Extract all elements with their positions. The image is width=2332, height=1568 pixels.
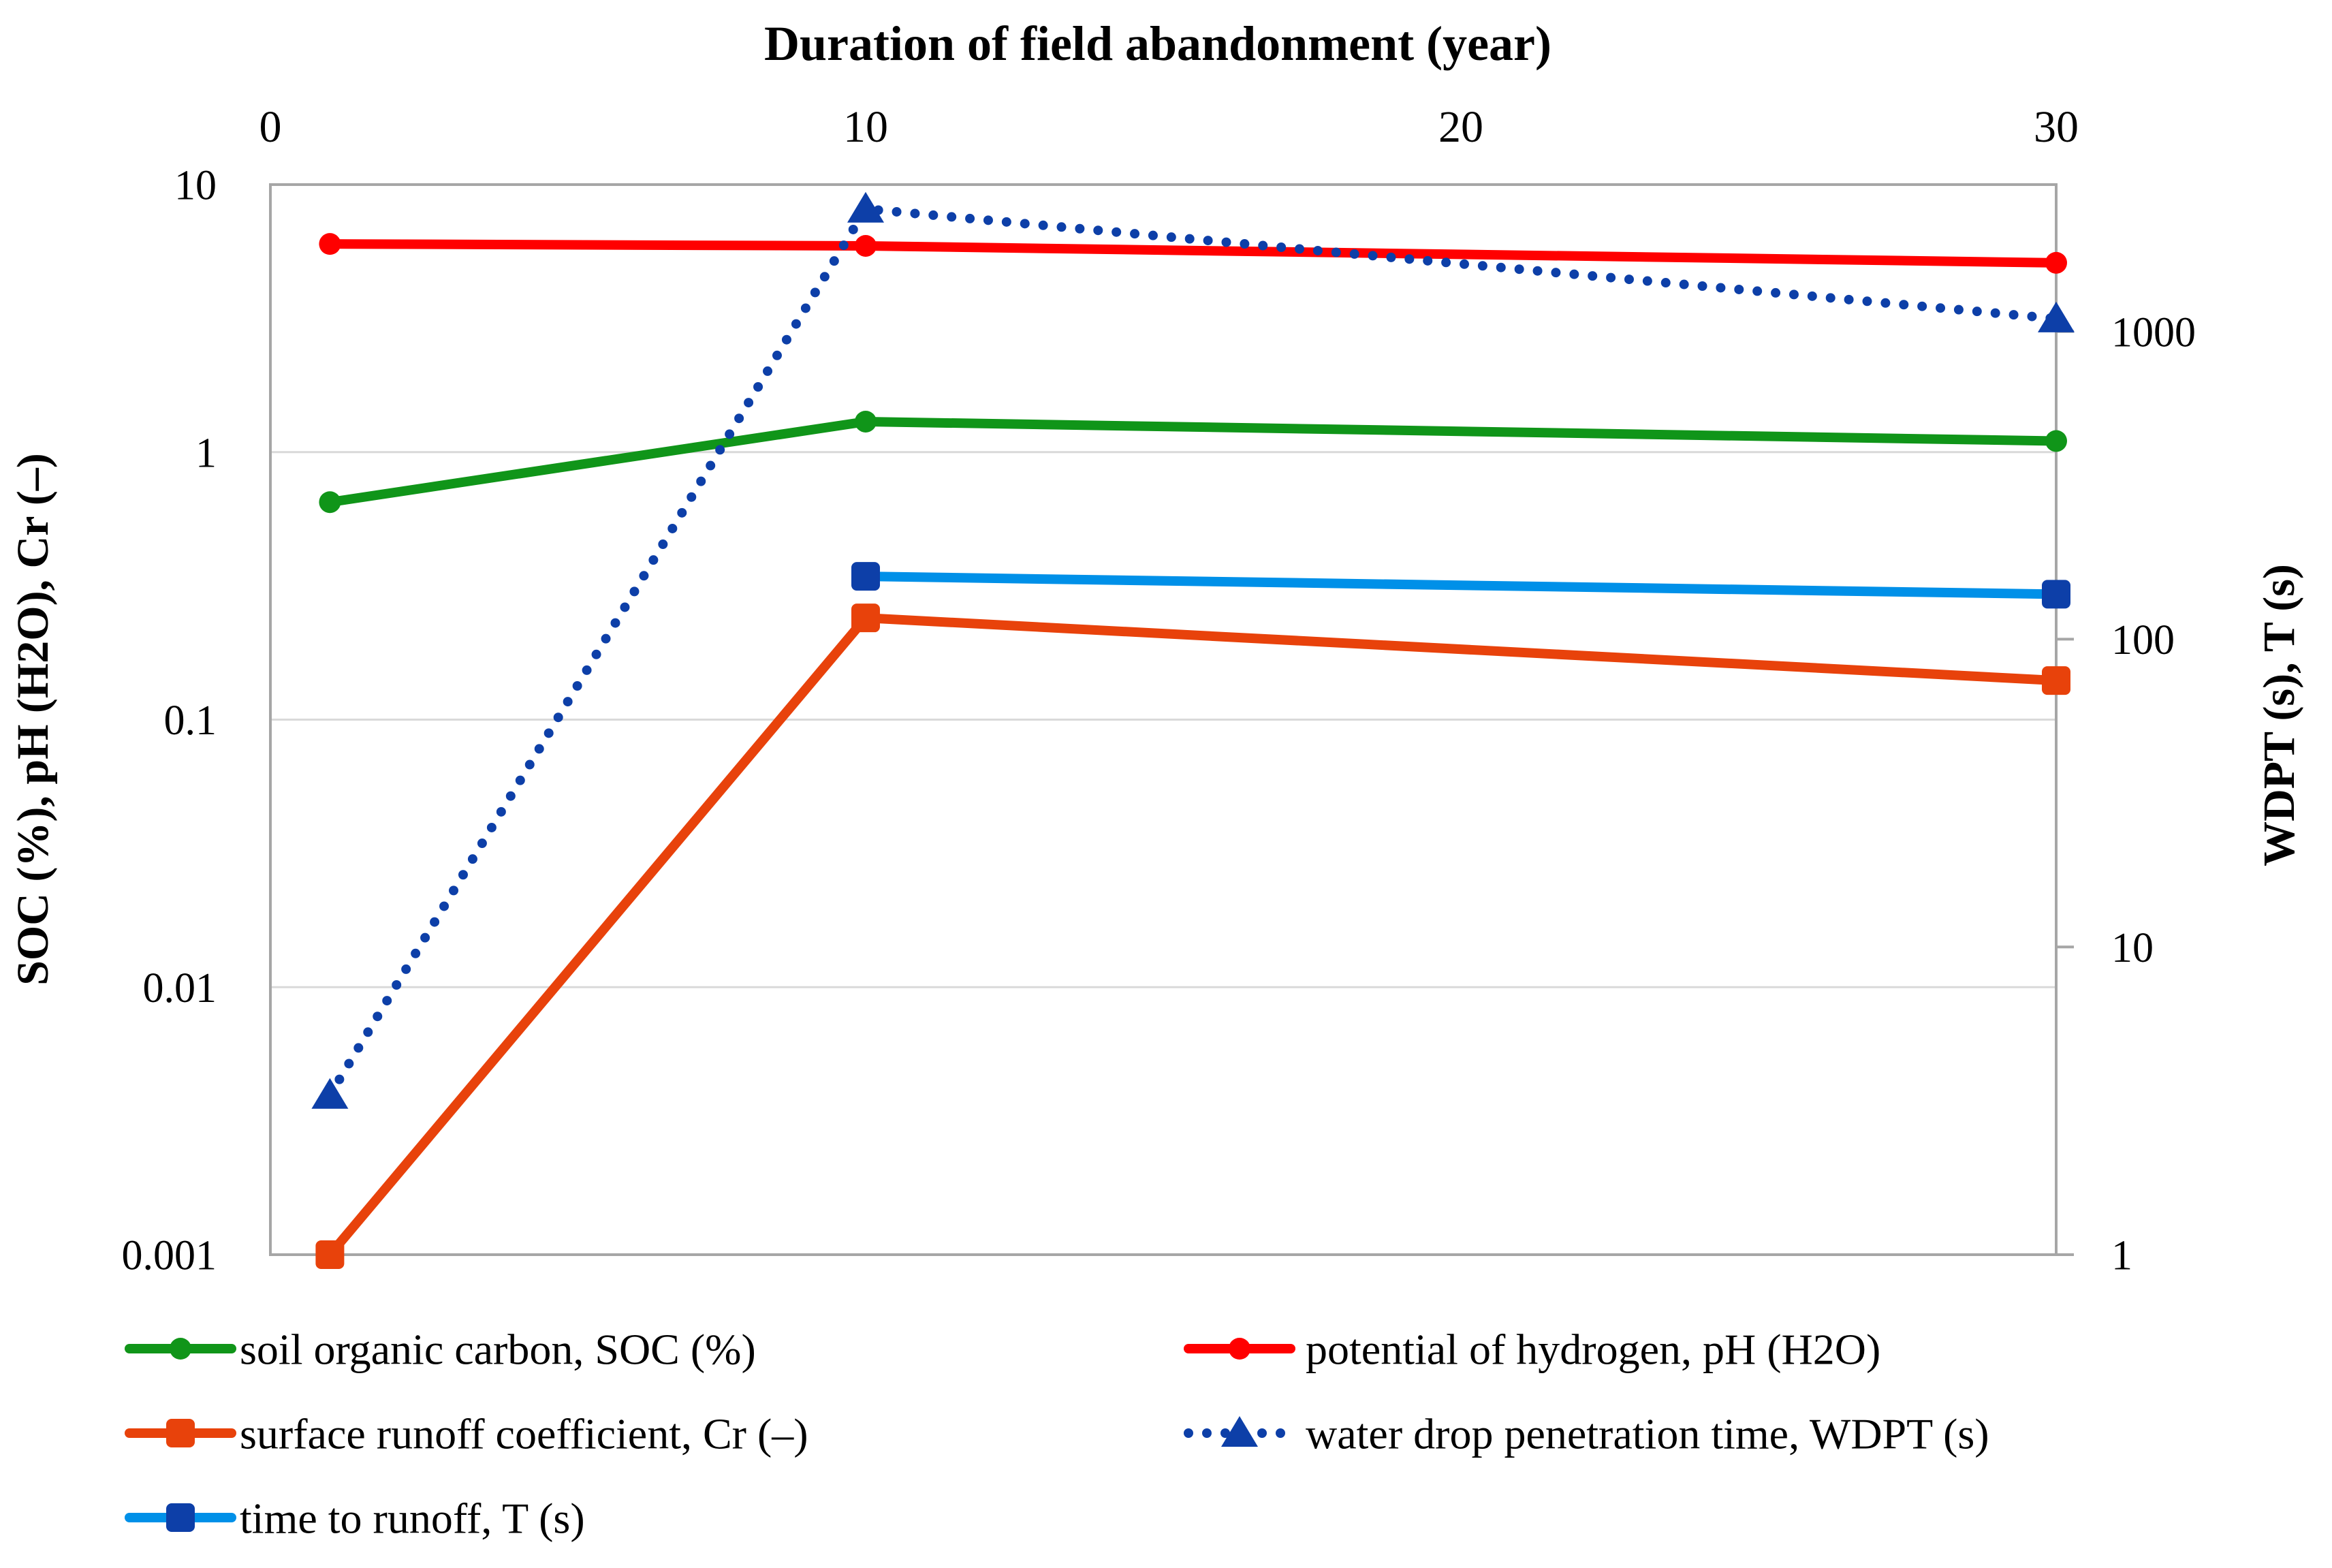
marker-soc (2045, 430, 2067, 452)
series-line-ph (325, 239, 2061, 268)
left-axis-tick-label: 1 (195, 430, 217, 476)
marker-wdpt (311, 1078, 349, 1109)
marker-ph (2045, 251, 2067, 274)
marker-cr (315, 1240, 345, 1269)
x-axis-tick-label: 20 (1438, 102, 1483, 152)
marker-ph (319, 233, 341, 255)
legend-label-cr: surface runoff coefficient, Cr (–) (240, 1409, 808, 1458)
series-t (851, 562, 2070, 609)
plot-border (269, 183, 2058, 1256)
marker-cr (2042, 666, 2070, 695)
legend-item-ph: potential of hydrogen, pH (H2O) (1184, 1325, 1880, 1373)
left-axis-tick-label: 0.01 (143, 965, 217, 1012)
left-axis-title: SOC (%), pH (H2O), Cr (–) (8, 453, 58, 986)
series-ph (319, 233, 2067, 274)
axes: 0 10 20 30 10 1 0.1 0.01 0.001 1000 100 10 1 (122, 102, 2196, 1279)
series-line-soc (325, 416, 2061, 507)
legend-label-ph: potential of hydrogen, pH (H2O) (1306, 1325, 1880, 1373)
legend-item-t: time to runoff, T (s) (125, 1494, 585, 1542)
legend-label-t: time to runoff, T (s) (240, 1494, 585, 1542)
right-axis-title: WDPT (s), T (s) (2254, 564, 2304, 866)
legend-swatch-marker-ph (1229, 1338, 1250, 1360)
legend-swatch-marker-wdpt (1221, 1416, 1258, 1447)
marker-t (851, 562, 880, 591)
x-axis-tick-label: 0 (259, 102, 282, 152)
right-axis-tick-label: 1000 (2111, 309, 2196, 356)
left-axis-tick-label: 0.1 (164, 697, 217, 744)
marker-ph (855, 234, 877, 257)
left-axis-tick-label: 10 (174, 163, 217, 209)
legend-label-soc: soil organic carbon, SOC (%) (240, 1325, 756, 1373)
legend-swatch-marker-cr (166, 1419, 195, 1447)
series-soc (319, 410, 2067, 514)
marker-t (2042, 580, 2070, 609)
marker-soc (319, 491, 341, 514)
series-line-cr (325, 613, 2061, 1259)
legend-item-soc: soil organic carbon, SOC (%) (125, 1325, 756, 1373)
legend: soil organic carbon, SOC (%) surface runo… (125, 1325, 1989, 1542)
series-wdpt (311, 191, 2075, 1109)
left-axis-tick-label: 0.001 (122, 1233, 217, 1279)
x-axis-tick-label: 10 (843, 102, 888, 152)
right-axis-tick-label: 1 (2111, 1233, 2132, 1279)
chart-title: Duration of field abandonment (year) (764, 16, 1551, 71)
marker-cr (851, 603, 880, 633)
series-line-wdpt (325, 204, 2061, 1100)
marker-soc (855, 410, 877, 433)
series (311, 191, 2075, 1269)
legend-swatch-marker-t (166, 1503, 195, 1532)
gridlines (270, 451, 2056, 988)
right-axis-tick-label: 100 (2111, 617, 2175, 663)
x-axis-tick-label: 30 (2034, 102, 2079, 152)
legend-label-wdpt: water drop penetration time, WDPT (s) (1306, 1409, 1989, 1458)
marker-wdpt (847, 191, 884, 223)
series-cr (315, 603, 2070, 1269)
legend-item-wdpt: water drop penetration time, WDPT (s) (1184, 1409, 1989, 1458)
legend-item-cr: surface runoff coefficient, Cr (–) (125, 1409, 808, 1458)
series-line-t (861, 571, 2061, 599)
marker-wdpt (2038, 301, 2075, 332)
right-axis-tick-label: 10 (2111, 925, 2154, 971)
legend-swatch-marker-soc (170, 1338, 191, 1360)
